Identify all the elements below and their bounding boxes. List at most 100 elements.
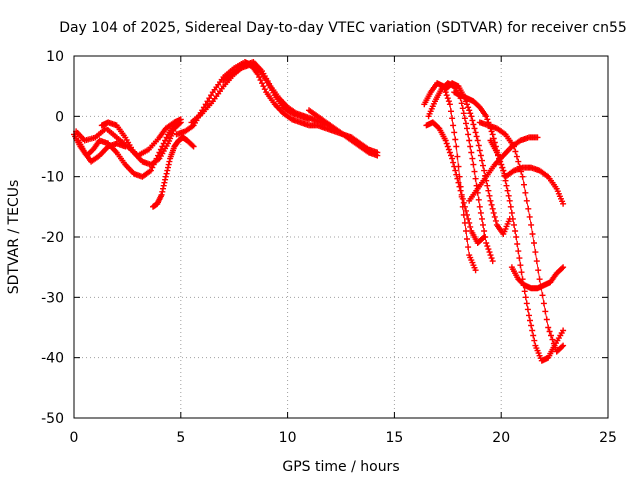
axis-layer: 0 5 10 15 20 25 -50 -40 -30 -20 -10 0 10 bbox=[41, 49, 617, 446]
interp-marker bbox=[163, 134, 170, 141]
interp-marker bbox=[540, 300, 547, 307]
interp-marker bbox=[525, 205, 532, 212]
interp-marker bbox=[484, 243, 491, 250]
interp-marker bbox=[465, 215, 472, 222]
x-tick-label: 15 bbox=[385, 430, 403, 446]
interp-marker bbox=[508, 209, 515, 216]
interp-marker bbox=[448, 108, 454, 115]
interp-marker bbox=[531, 240, 537, 246]
interp-marker bbox=[529, 327, 536, 334]
interp-marker bbox=[161, 179, 168, 186]
interp-marker bbox=[523, 197, 530, 204]
interp-marker bbox=[477, 152, 484, 159]
data-point bbox=[513, 234, 520, 240]
data-point bbox=[560, 342, 567, 349]
data-point bbox=[470, 161, 477, 168]
interp-marker bbox=[452, 167, 459, 174]
interp-marker bbox=[489, 205, 496, 212]
interp-marker bbox=[532, 249, 539, 256]
data-point bbox=[374, 152, 381, 159]
interp-marker bbox=[472, 129, 479, 136]
interp-marker bbox=[463, 228, 469, 234]
interp-marker bbox=[467, 110, 474, 117]
data-point bbox=[526, 312, 532, 319]
interp-marker bbox=[530, 332, 537, 339]
data-point bbox=[487, 197, 494, 204]
interp-marker bbox=[450, 159, 457, 166]
interp-marker bbox=[460, 199, 467, 206]
interp-marker bbox=[176, 120, 183, 127]
interp-marker bbox=[511, 221, 517, 228]
interp-marker bbox=[516, 255, 523, 262]
interp-marker bbox=[521, 181, 527, 188]
interp-marker bbox=[515, 248, 522, 255]
series-arc-16 bbox=[487, 137, 567, 364]
interp-marker bbox=[443, 140, 450, 147]
interp-marker bbox=[444, 143, 451, 150]
data-point bbox=[449, 155, 456, 162]
data-point bbox=[483, 113, 490, 120]
interp-marker bbox=[539, 292, 546, 299]
interp-marker bbox=[488, 201, 495, 208]
data-point bbox=[560, 264, 567, 271]
interp-marker bbox=[454, 153, 461, 160]
interp-marker bbox=[457, 187, 464, 194]
interp-marker bbox=[531, 337, 538, 344]
data-point bbox=[506, 197, 513, 204]
interp-marker bbox=[513, 153, 520, 160]
data-point bbox=[442, 137, 449, 144]
x-tick-label: 25 bbox=[599, 430, 617, 446]
interp-marker bbox=[515, 158, 522, 165]
interp-marker bbox=[166, 158, 173, 165]
interp-marker bbox=[456, 183, 463, 190]
interp-marker bbox=[535, 267, 542, 274]
interp-marker bbox=[521, 288, 528, 295]
y-tick-label: -50 bbox=[41, 411, 64, 427]
interp-marker bbox=[469, 117, 476, 124]
interp-marker bbox=[465, 104, 472, 111]
interp-marker bbox=[522, 189, 529, 196]
interp-marker bbox=[528, 322, 535, 329]
interp-marker bbox=[559, 343, 566, 350]
interp-marker bbox=[463, 207, 469, 214]
interp-marker bbox=[460, 110, 467, 117]
data-point bbox=[481, 167, 488, 174]
interp-marker bbox=[484, 116, 491, 123]
interp-marker bbox=[467, 143, 474, 150]
interp-marker bbox=[464, 211, 470, 218]
interp-marker bbox=[475, 196, 482, 203]
interp-marker bbox=[546, 328, 553, 335]
interp-marker bbox=[448, 152, 454, 159]
interp-marker bbox=[479, 215, 485, 222]
interp-marker bbox=[490, 209, 497, 216]
y-tick-label: -30 bbox=[41, 290, 64, 306]
interp-marker bbox=[527, 317, 533, 324]
interp-marker bbox=[468, 149, 475, 156]
series-arc-8 bbox=[220, 62, 312, 123]
interp-marker bbox=[453, 171, 460, 178]
interp-marker bbox=[465, 244, 472, 251]
series-arc-4 bbox=[98, 119, 184, 168]
interp-marker bbox=[454, 175, 461, 182]
series-layer bbox=[71, 59, 567, 364]
data-point bbox=[493, 149, 500, 156]
interp-marker bbox=[466, 107, 473, 114]
data-point bbox=[476, 203, 483, 210]
interp-marker bbox=[522, 294, 529, 301]
interp-marker bbox=[504, 187, 511, 194]
data-point bbox=[560, 200, 567, 207]
interp-marker bbox=[446, 149, 453, 156]
data-point bbox=[461, 203, 468, 210]
interp-marker bbox=[458, 100, 465, 107]
interp-marker bbox=[477, 209, 484, 216]
interp-marker bbox=[518, 269, 525, 276]
data-point bbox=[489, 131, 496, 138]
interp-marker bbox=[559, 265, 566, 272]
series-arc-12 bbox=[423, 119, 488, 246]
interp-marker bbox=[523, 300, 530, 307]
interp-marker bbox=[490, 135, 497, 142]
interp-marker bbox=[470, 121, 477, 128]
interp-marker bbox=[481, 228, 488, 234]
series-arc-19 bbox=[502, 164, 567, 207]
interp-marker bbox=[204, 98, 211, 105]
